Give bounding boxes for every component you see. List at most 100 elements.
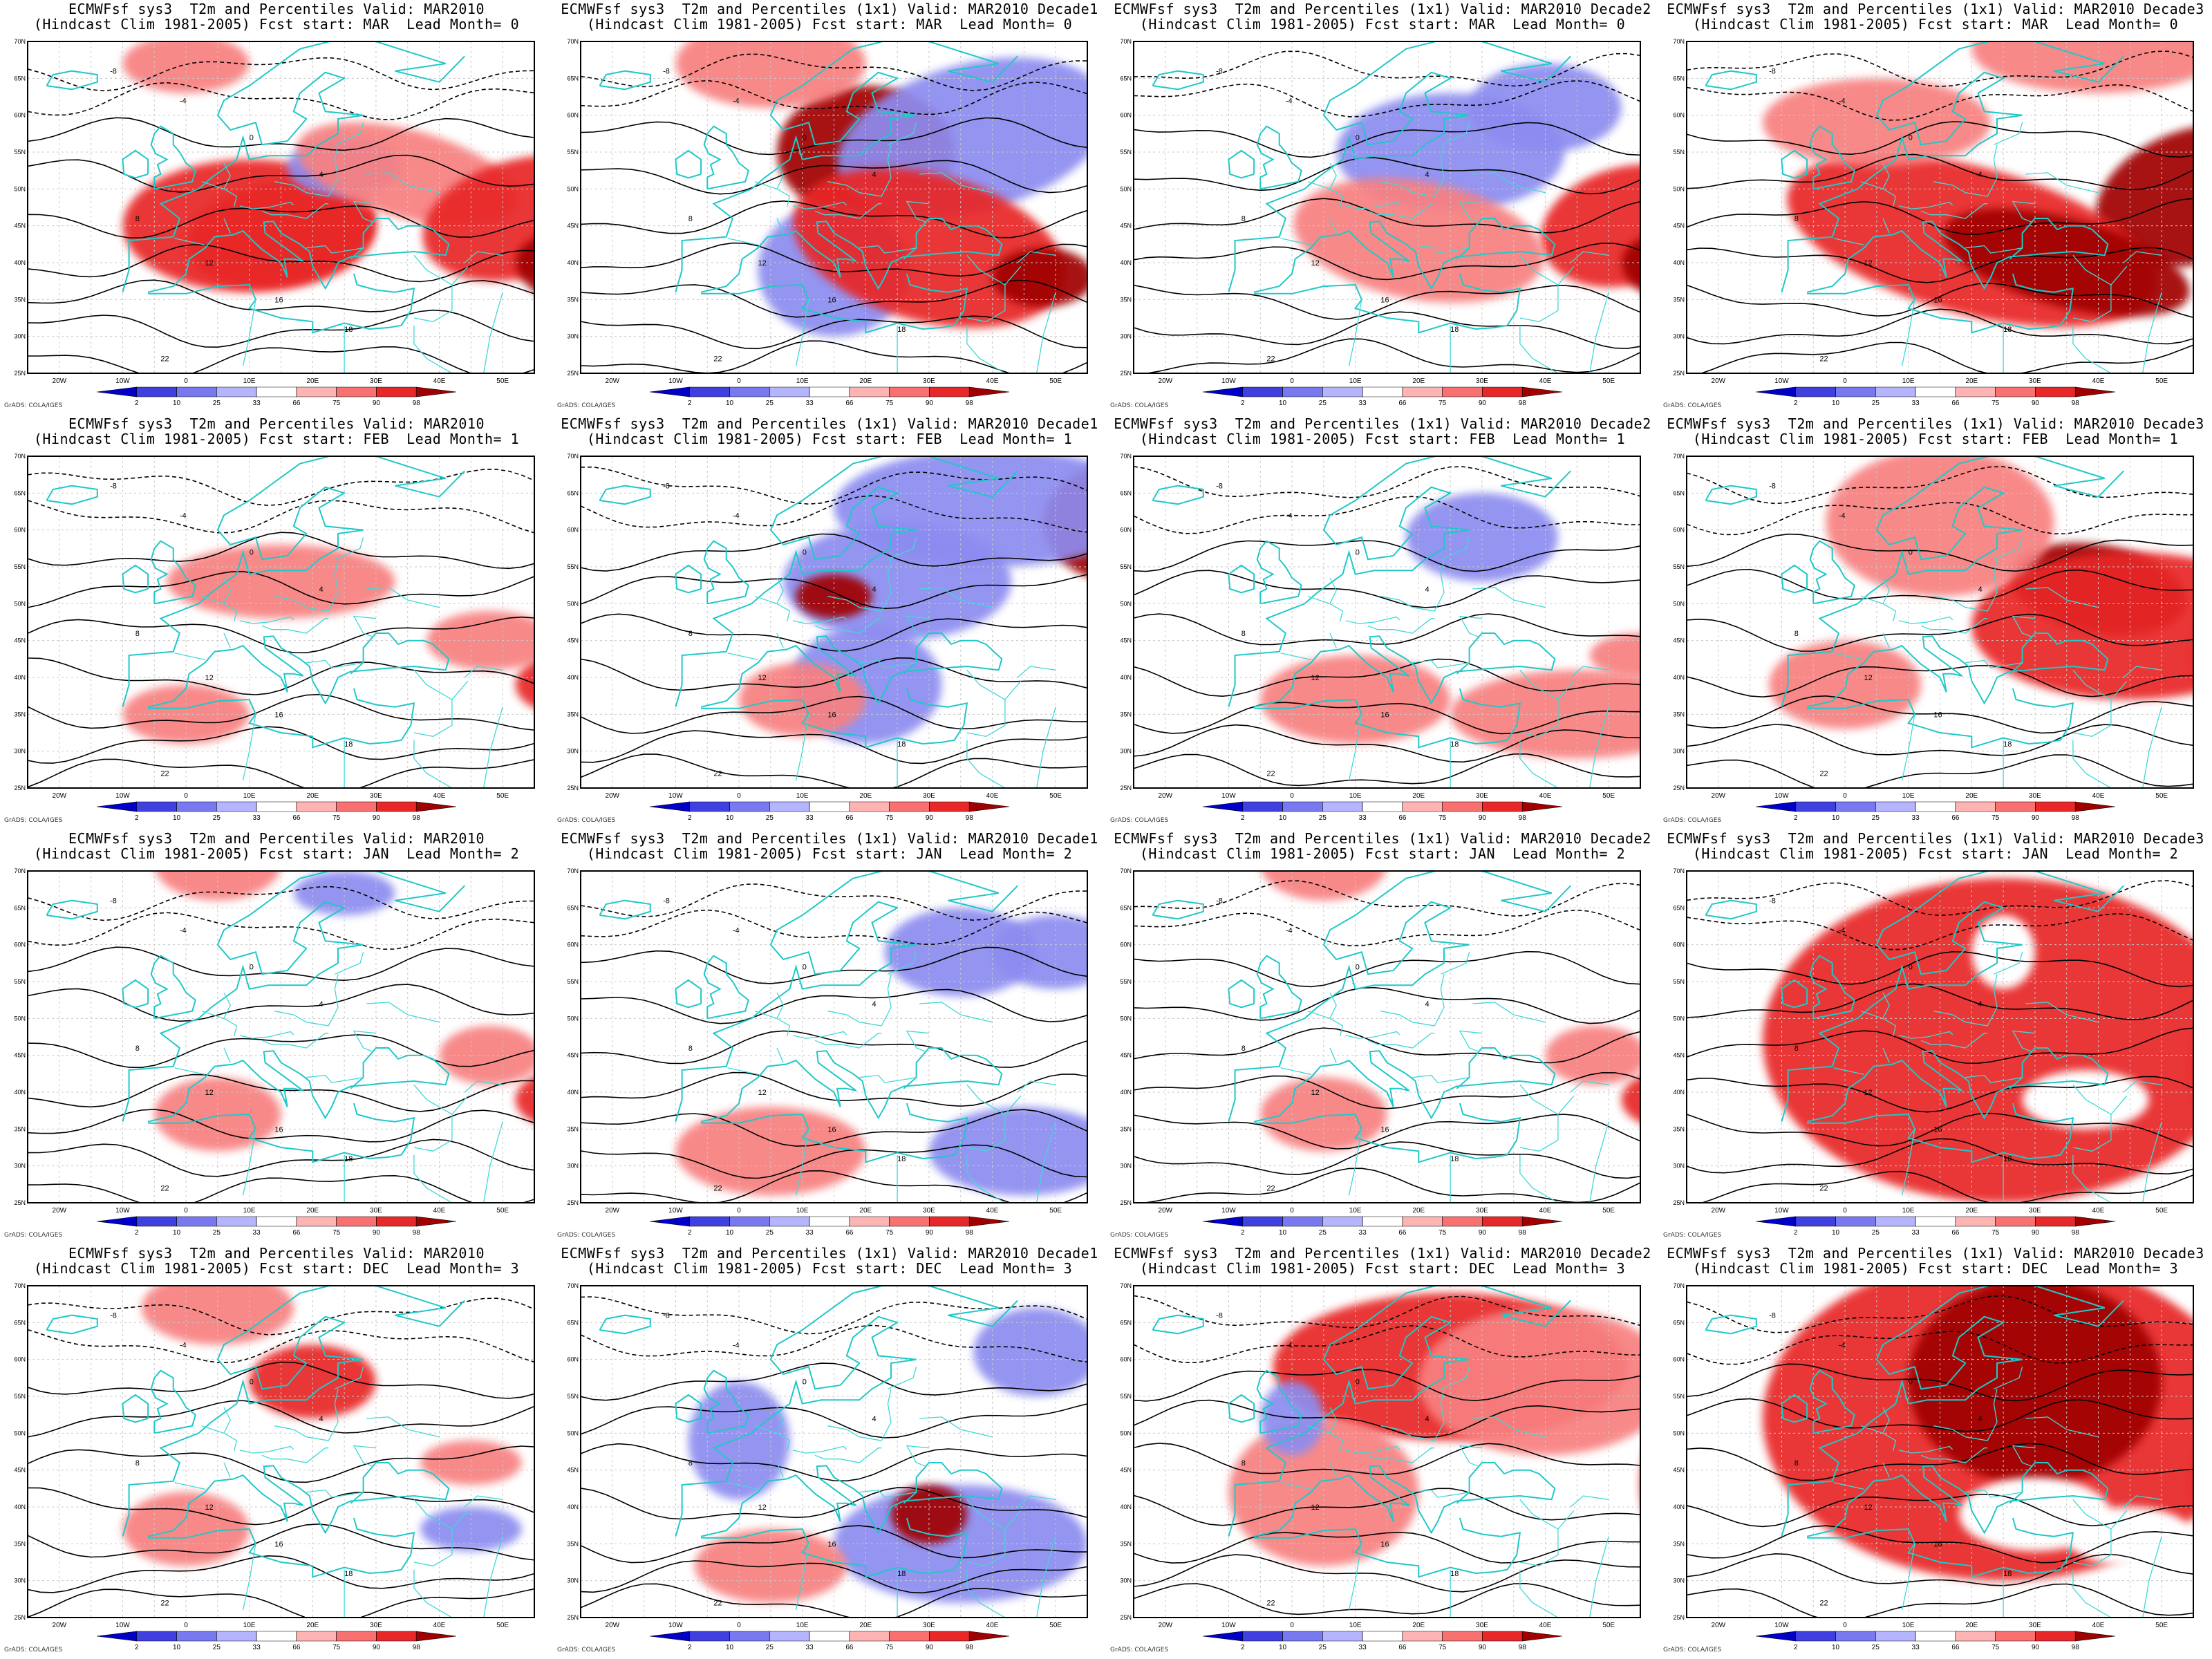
country-border — [1860, 181, 1897, 207]
contour-line — [1687, 1076, 2193, 1113]
colorbar-swatch — [1755, 386, 1797, 397]
coastline — [1228, 871, 1571, 1122]
lat-tick-label: 50N — [1673, 1015, 1685, 1022]
colorbar-label: 98 — [1519, 814, 1527, 822]
contour-label: 8 — [688, 1044, 693, 1053]
coastline — [1806, 632, 2109, 708]
coastline — [1781, 871, 2124, 1122]
colorbar-swatch — [1521, 1216, 1563, 1227]
lat-tick-label: 50N — [1120, 1430, 1132, 1436]
contour-label: 0 — [1356, 134, 1360, 142]
country-border — [888, 1367, 917, 1389]
lat-tick-label: 65N — [1673, 1319, 1685, 1326]
contour-line — [581, 160, 1087, 195]
lat-tick-label: 60N — [1120, 112, 1132, 119]
coastline — [1152, 899, 1204, 920]
colorbar-swatch — [1282, 386, 1323, 397]
colorbar-label: 90 — [1479, 814, 1487, 822]
country-border — [1933, 559, 1998, 612]
lat-tick-label: 65N — [1120, 904, 1132, 911]
country-border — [1933, 974, 1998, 1027]
colorbar-label: 90 — [2032, 400, 2040, 407]
colorbar-swatch — [1482, 801, 1523, 812]
colorbar-swatch — [1202, 1631, 1244, 1642]
country-border — [906, 1030, 929, 1052]
coastline — [1152, 485, 1204, 505]
lon-tick-label: 40E — [1539, 1622, 1552, 1629]
country-border — [413, 1154, 453, 1203]
map-canvas: -8 -4 0 4 8 12 16 18 22 20W 10W 0 10E 20E 30E 40E 50E 70N… — [567, 453, 1088, 822]
lon-tick-label: 20W — [1712, 1207, 1726, 1215]
country-border — [306, 659, 364, 668]
contour-line — [28, 469, 534, 507]
colorbar-swatch — [809, 386, 850, 397]
colorbar-swatch — [96, 1216, 138, 1227]
colorbar-swatch — [769, 1631, 810, 1642]
lon-tick-label: 20W — [606, 377, 620, 385]
contour-label: 12 — [1864, 259, 1873, 268]
lon-tick-label: 20E — [306, 1622, 319, 1629]
lon-tick-label: 10E — [243, 792, 256, 800]
colorbar-swatch — [1442, 801, 1483, 812]
contour-label: -4 — [180, 1341, 187, 1349]
map-canvas: -8 -4 0 4 8 12 16 18 22 20W 10W 0 10E 20E 30E 40E 50E 70N… — [1673, 868, 2194, 1237]
colorbar-swatch — [256, 1216, 297, 1227]
coastline — [1254, 1517, 1521, 1578]
colorbar-label: 33 — [1359, 814, 1367, 822]
country-border — [366, 587, 440, 608]
map-canvas: -8 -4 0 4 8 12 16 18 22 20W 10W 0 10E 20E 30E 40E 50E 70N… — [1120, 868, 1641, 1237]
contour-line — [1134, 284, 1640, 320]
contour-label: -4 — [1839, 512, 1846, 520]
country-border — [2072, 325, 2112, 373]
lat-tick-label: 40N — [1120, 1503, 1132, 1510]
country-border — [223, 218, 231, 234]
colorbar-label: 2 — [1794, 1644, 1798, 1651]
lat-tick-label: 50N — [14, 185, 26, 192]
country-border — [1459, 615, 1482, 637]
country-border — [201, 596, 238, 622]
lat-tick-label: 30N — [567, 1577, 579, 1584]
lat-tick-label: 25N — [14, 785, 26, 791]
contour-line — [1141, 338, 1640, 373]
country-border — [1459, 1445, 1482, 1467]
colorbar-label: 2 — [688, 1229, 692, 1237]
country-border — [1345, 201, 1400, 209]
contour-line — [1700, 341, 2193, 373]
colorbar-label: 33 — [806, 1644, 814, 1651]
country-border — [335, 1367, 364, 1389]
colorbar-label: 75 — [332, 400, 341, 407]
colorbar-label: 90 — [373, 1229, 381, 1237]
colorbar-label: 25 — [1872, 1229, 1880, 1237]
colorbar-swatch — [689, 386, 730, 397]
contour-label: 0 — [1909, 549, 1913, 557]
coastline — [122, 456, 465, 707]
colorbar-label: 25 — [213, 1229, 221, 1237]
map-frame — [27, 1285, 535, 1618]
country-border — [814, 618, 882, 634]
contour-line — [1687, 1398, 2193, 1432]
panel-title-line1: ECMWFsf sys3 T2m and Percentiles (1x1) V… — [1667, 830, 2204, 847]
lat-tick-label: 45N — [1120, 223, 1132, 229]
lat-tick-label: 40N — [1673, 1089, 1685, 1096]
grads-credit: GrADS: COLA/IGES — [1110, 1232, 1169, 1239]
map-frame — [27, 456, 535, 789]
contour-label: 12 — [205, 1503, 214, 1512]
lon-tick-label: 10E — [243, 1207, 256, 1215]
coastline — [703, 1369, 749, 1434]
colorbar-swatch — [216, 1216, 257, 1227]
lat-tick-label: 60N — [567, 1356, 579, 1363]
colorbar-label: 98 — [413, 400, 421, 407]
map-frame — [27, 41, 535, 374]
grads-credit: GrADS: COLA/IGES — [1663, 1647, 1722, 1653]
grads-credit: GrADS: COLA/IGES — [4, 817, 63, 824]
country-border — [966, 700, 1006, 737]
map-panel: ECMWFsf sys3 T2m and Percentiles (1x1) V… — [1106, 415, 1659, 830]
contour-label: 8 — [688, 630, 693, 638]
coastlines — [599, 871, 1056, 1203]
map-canvas: -8 -4 0 4 8 12 16 18 22 20W 10W 0 10E 20E 30E 40E 50E 70N… — [1673, 38, 2194, 407]
map-panel: ECMWFsf sys3 T2m and Percentiles Valid: … — [0, 0, 553, 415]
contour-label: 22 — [160, 1600, 169, 1608]
country-border — [413, 285, 453, 322]
colorbar-swatch — [1402, 1216, 1443, 1227]
country-border — [1920, 1447, 1988, 1463]
